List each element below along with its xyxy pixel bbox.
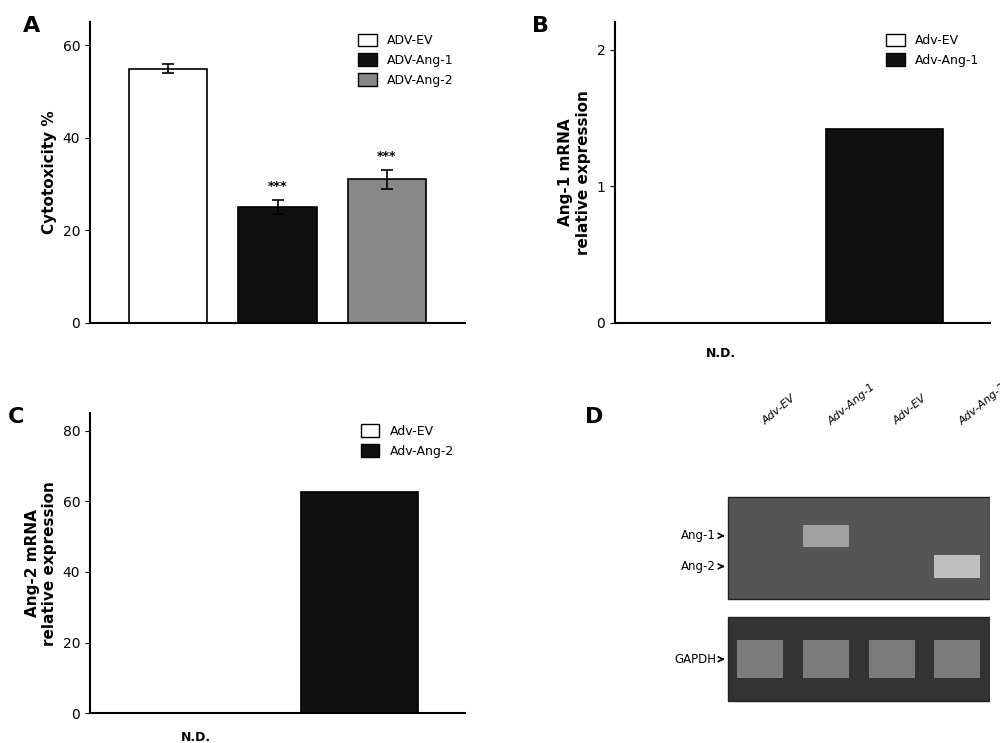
Bar bbox=[129, 68, 207, 322]
Y-axis label: Ang-2 mRNA
relative expression: Ang-2 mRNA relative expression bbox=[25, 481, 57, 646]
Legend: Adv-EV, Adv-Ang-2: Adv-EV, Adv-Ang-2 bbox=[356, 419, 459, 463]
Bar bbox=[934, 640, 980, 678]
Y-axis label: Cytotoxicity %: Cytotoxicity % bbox=[42, 111, 57, 234]
Legend: Adv-EV, Adv-Ang-1: Adv-EV, Adv-Ang-1 bbox=[881, 28, 984, 72]
Bar bbox=[728, 497, 990, 599]
Legend: ADV-EV, ADV-Ang-1, ADV-Ang-2: ADV-EV, ADV-Ang-1, ADV-Ang-2 bbox=[353, 28, 459, 92]
Text: N.D.: N.D. bbox=[180, 731, 211, 743]
Bar bbox=[803, 525, 849, 547]
Bar bbox=[348, 180, 426, 322]
Bar bbox=[728, 617, 990, 701]
Bar bbox=[238, 207, 317, 322]
Text: Adv-Ang-1: Adv-Ang-1 bbox=[826, 381, 877, 426]
Text: A: A bbox=[23, 16, 40, 36]
Text: C: C bbox=[8, 407, 24, 426]
Text: B: B bbox=[532, 16, 550, 36]
Text: Ang-1: Ang-1 bbox=[681, 529, 723, 542]
Text: Adv-Ang-2: Adv-Ang-2 bbox=[957, 381, 1000, 426]
Text: Adv-EV: Adv-EV bbox=[892, 393, 929, 426]
Text: D: D bbox=[585, 407, 603, 426]
Bar bbox=[301, 493, 418, 713]
Text: GAPDH: GAPDH bbox=[674, 652, 723, 666]
Text: ***: *** bbox=[268, 181, 287, 193]
Bar bbox=[803, 640, 849, 678]
Bar bbox=[934, 555, 980, 577]
Bar bbox=[737, 640, 783, 678]
Bar bbox=[826, 129, 943, 322]
Text: N.D.: N.D. bbox=[705, 347, 736, 360]
Bar bbox=[869, 640, 915, 678]
Text: Adv-EV: Adv-EV bbox=[760, 393, 797, 426]
Text: Ang-2: Ang-2 bbox=[681, 560, 723, 573]
Text: ***: *** bbox=[377, 150, 397, 163]
Y-axis label: Ang-1 mRNA
relative expression: Ang-1 mRNA relative expression bbox=[558, 90, 591, 255]
